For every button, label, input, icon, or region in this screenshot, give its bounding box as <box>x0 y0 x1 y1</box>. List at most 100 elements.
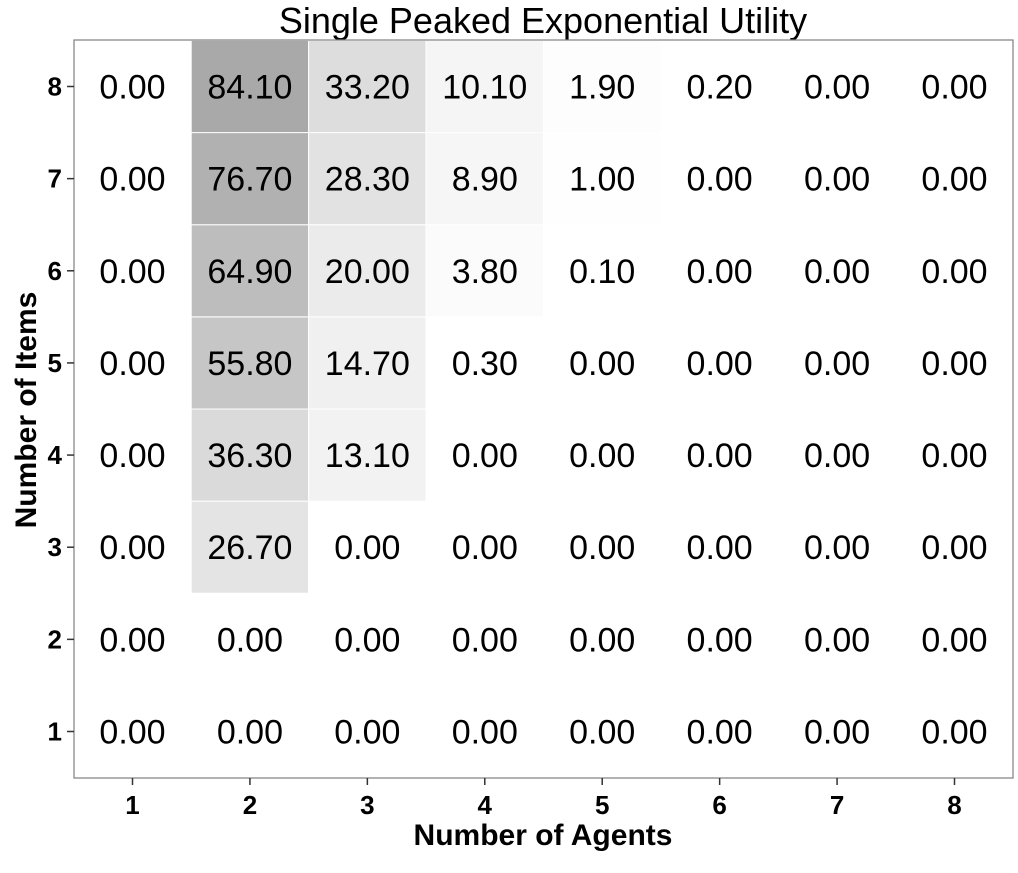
cell-value-label: 0.00 <box>687 529 753 567</box>
heatmap-cell <box>308 316 427 410</box>
cell-value-label: 0.00 <box>921 161 987 199</box>
cell-value-label: 0.00 <box>687 437 753 475</box>
cell-value-label: 13.10 <box>325 437 410 475</box>
heatmap-cell <box>543 132 662 226</box>
x-tick-label: 6 <box>712 790 726 820</box>
cell-value-label: 0.00 <box>99 714 165 752</box>
heatmap-cell <box>308 500 427 594</box>
heatmap-cell <box>895 592 1014 686</box>
cell-value-label: 76.70 <box>207 161 292 199</box>
cell-value-label: 0.00 <box>804 621 870 659</box>
cell-value-label: 28.30 <box>325 161 410 199</box>
heatmap-cell <box>308 408 427 502</box>
cell-value-label: 0.00 <box>99 69 165 107</box>
heatmap-cell <box>895 316 1014 410</box>
cell-value-label: 20.00 <box>325 253 410 291</box>
heatmap-cell <box>895 224 1014 318</box>
heatmap-cell <box>425 500 545 594</box>
y-tick-label: 3 <box>48 532 62 562</box>
cell-value-label: 64.90 <box>207 253 292 291</box>
heatmap-cell <box>425 592 545 686</box>
x-axis: 1 2 3 4 5 6 7 8 <box>125 778 962 820</box>
cell-value-label: 0.00 <box>921 253 987 291</box>
x-tick-label: 7 <box>830 790 844 820</box>
heatmap-cell <box>190 132 310 226</box>
chart-title: Single Peaked Exponential Utility <box>279 0 807 41</box>
cell-value-label: 0.30 <box>452 345 518 383</box>
cell-value-label: 0.00 <box>99 529 165 567</box>
heatmap-cell <box>660 224 779 318</box>
heatmap-cell <box>895 684 1014 779</box>
heatmap-cell <box>543 39 662 134</box>
cell-value-label: 0.00 <box>804 345 870 383</box>
cell-value-label: 0.00 <box>569 621 635 659</box>
y-tick-label: 8 <box>48 72 62 102</box>
heatmap-cell <box>190 592 310 686</box>
cell-value-label: 0.00 <box>334 621 400 659</box>
cell-value-label: 0.00 <box>99 253 165 291</box>
cell-value-label: 33.20 <box>325 69 410 107</box>
cell-value-label: 0.00 <box>687 253 753 291</box>
heatmap-cell <box>777 224 897 318</box>
heatmap-cell <box>73 132 192 226</box>
cell-value-label: 0.00 <box>687 714 753 752</box>
heatmap-cell <box>543 684 662 779</box>
cell-value-label: 10.10 <box>442 69 527 107</box>
heatmap-cell <box>777 592 897 686</box>
heatmap-cell <box>190 224 310 318</box>
y-tick-label: 1 <box>48 717 62 747</box>
cell-value-label: 0.00 <box>569 437 635 475</box>
y-tick-label: 7 <box>48 164 62 194</box>
cell-value-label: 0.10 <box>569 253 635 291</box>
cell-value-label: 0.00 <box>921 529 987 567</box>
heatmap-cell <box>660 684 779 779</box>
cell-value-label: 0.00 <box>804 253 870 291</box>
cell-value-label: 0.00 <box>334 529 400 567</box>
heatmap-cell <box>777 500 897 594</box>
cell-value-label: 0.00 <box>99 345 165 383</box>
cell-value-label: 0.00 <box>921 345 987 383</box>
heatmap-cell <box>895 39 1014 134</box>
cell-value-label: 0.00 <box>687 161 753 199</box>
x-tick-label: 5 <box>595 790 609 820</box>
cell-value-label: 84.10 <box>207 69 292 107</box>
cell-value-label: 0.00 <box>921 714 987 752</box>
cell-value-label: 0.00 <box>921 69 987 107</box>
x-tick-label: 3 <box>360 790 374 820</box>
heatmap-cell <box>73 408 192 502</box>
x-tick-label: 2 <box>243 790 257 820</box>
heatmap-cell <box>190 39 310 134</box>
cell-value-label: 0.00 <box>217 621 283 659</box>
cell-value-label: 0.20 <box>687 69 753 107</box>
heatmap-cell <box>660 39 779 134</box>
cell-value-label: 0.00 <box>804 714 870 752</box>
y-axis-title: Number of Items <box>10 292 43 529</box>
cell-value-label: 0.00 <box>452 437 518 475</box>
cell-value-label: 14.70 <box>325 345 410 383</box>
cell-value-label: 36.30 <box>207 437 292 475</box>
x-tick-label: 4 <box>478 790 493 820</box>
heatmap-cell <box>73 500 192 594</box>
cell-value-label: 55.80 <box>207 345 292 383</box>
cell-value-label: 26.70 <box>207 529 292 567</box>
heatmap-cell <box>425 684 545 779</box>
cell-value-label: 0.00 <box>217 714 283 752</box>
heatmap-cell <box>308 39 427 134</box>
x-tick-label: 1 <box>125 790 139 820</box>
cell-value-label: 0.00 <box>569 714 635 752</box>
cell-value-label: 0.00 <box>687 345 753 383</box>
heatmap-cell <box>543 224 662 318</box>
cell-value-label: 0.00 <box>804 161 870 199</box>
cell-value-label: 0.00 <box>452 621 518 659</box>
heatmap-cell <box>73 224 192 318</box>
heatmap-cell <box>73 684 192 779</box>
cell-value-label: 0.00 <box>452 714 518 752</box>
heatmap-cell <box>543 316 662 410</box>
x-tick-label: 8 <box>947 790 961 820</box>
heatmap-cell <box>660 316 779 410</box>
heatmap-cell <box>777 132 897 226</box>
cell-value-label: 0.00 <box>452 529 518 567</box>
cell-value-label: 0.00 <box>921 437 987 475</box>
cell-value-label: 1.90 <box>569 69 635 107</box>
